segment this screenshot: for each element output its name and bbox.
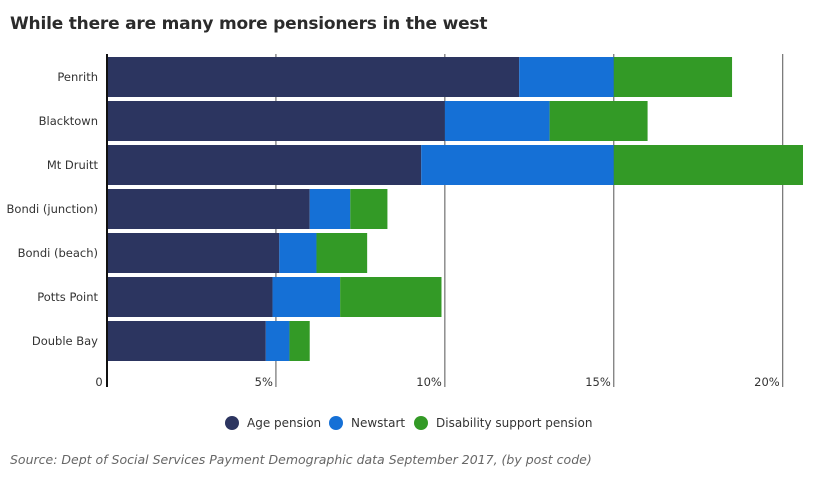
bar-segment <box>265 321 290 361</box>
tick-labels: 0 5% 10% 15% 20% <box>95 375 779 389</box>
bar-segment <box>107 321 266 361</box>
source-note: Source: Dept of Social Services Payment … <box>10 452 592 467</box>
legend-item: Disability support pension <box>414 416 592 430</box>
bar-segment <box>107 233 280 273</box>
category-label: Bondi (beach) <box>18 246 98 260</box>
category-label: Potts Point <box>37 290 98 304</box>
bar-segment <box>444 101 550 141</box>
legend-swatch <box>225 416 239 430</box>
bar-segment <box>107 189 310 229</box>
bar-segment <box>613 145 803 185</box>
bar-segment <box>421 145 614 185</box>
legend-item: Newstart <box>329 416 405 430</box>
legend-swatch <box>329 416 343 430</box>
x-tick-label: 0 <box>95 375 102 389</box>
category-label: Blacktown <box>39 114 98 128</box>
x-tick-label: 20% <box>754 375 780 389</box>
chart-title: While there are many more pensioners in … <box>10 14 488 34</box>
bar-segment <box>107 277 273 317</box>
legend-label: Newstart <box>351 416 405 430</box>
bar-segment <box>279 233 317 273</box>
x-tick-label: 5% <box>255 375 273 389</box>
x-tick-label: 15% <box>585 375 611 389</box>
bar-segment <box>309 189 351 229</box>
legend-label: Age pension <box>247 416 321 430</box>
bar-segment <box>549 101 648 141</box>
category-label: Bondi (junction) <box>7 202 98 216</box>
bar-segment <box>350 189 388 229</box>
legend-item: Age pension <box>225 416 321 430</box>
category-label: Penrith <box>57 70 98 84</box>
legend: Age pension Newstart Disability support pe… <box>225 416 592 430</box>
bar-segment <box>289 321 310 361</box>
bar-segment <box>340 277 442 317</box>
bar-segment <box>107 101 445 141</box>
legend-swatch <box>414 416 428 430</box>
bar-segment <box>272 277 341 317</box>
bar-segment <box>107 57 520 97</box>
bar-segment <box>107 145 422 185</box>
bar-segment <box>519 57 614 97</box>
bar-segment <box>316 233 368 273</box>
category-label: Mt Druitt <box>47 158 99 172</box>
x-tick-label: 10% <box>416 375 442 389</box>
bar-segment <box>613 57 733 97</box>
category-labels: Penrith Blacktown Mt Druitt Bondi (junction… <box>7 70 99 348</box>
legend-label: Disability support pension <box>436 416 592 430</box>
category-label: Double Bay <box>32 334 98 348</box>
bars <box>107 57 803 361</box>
